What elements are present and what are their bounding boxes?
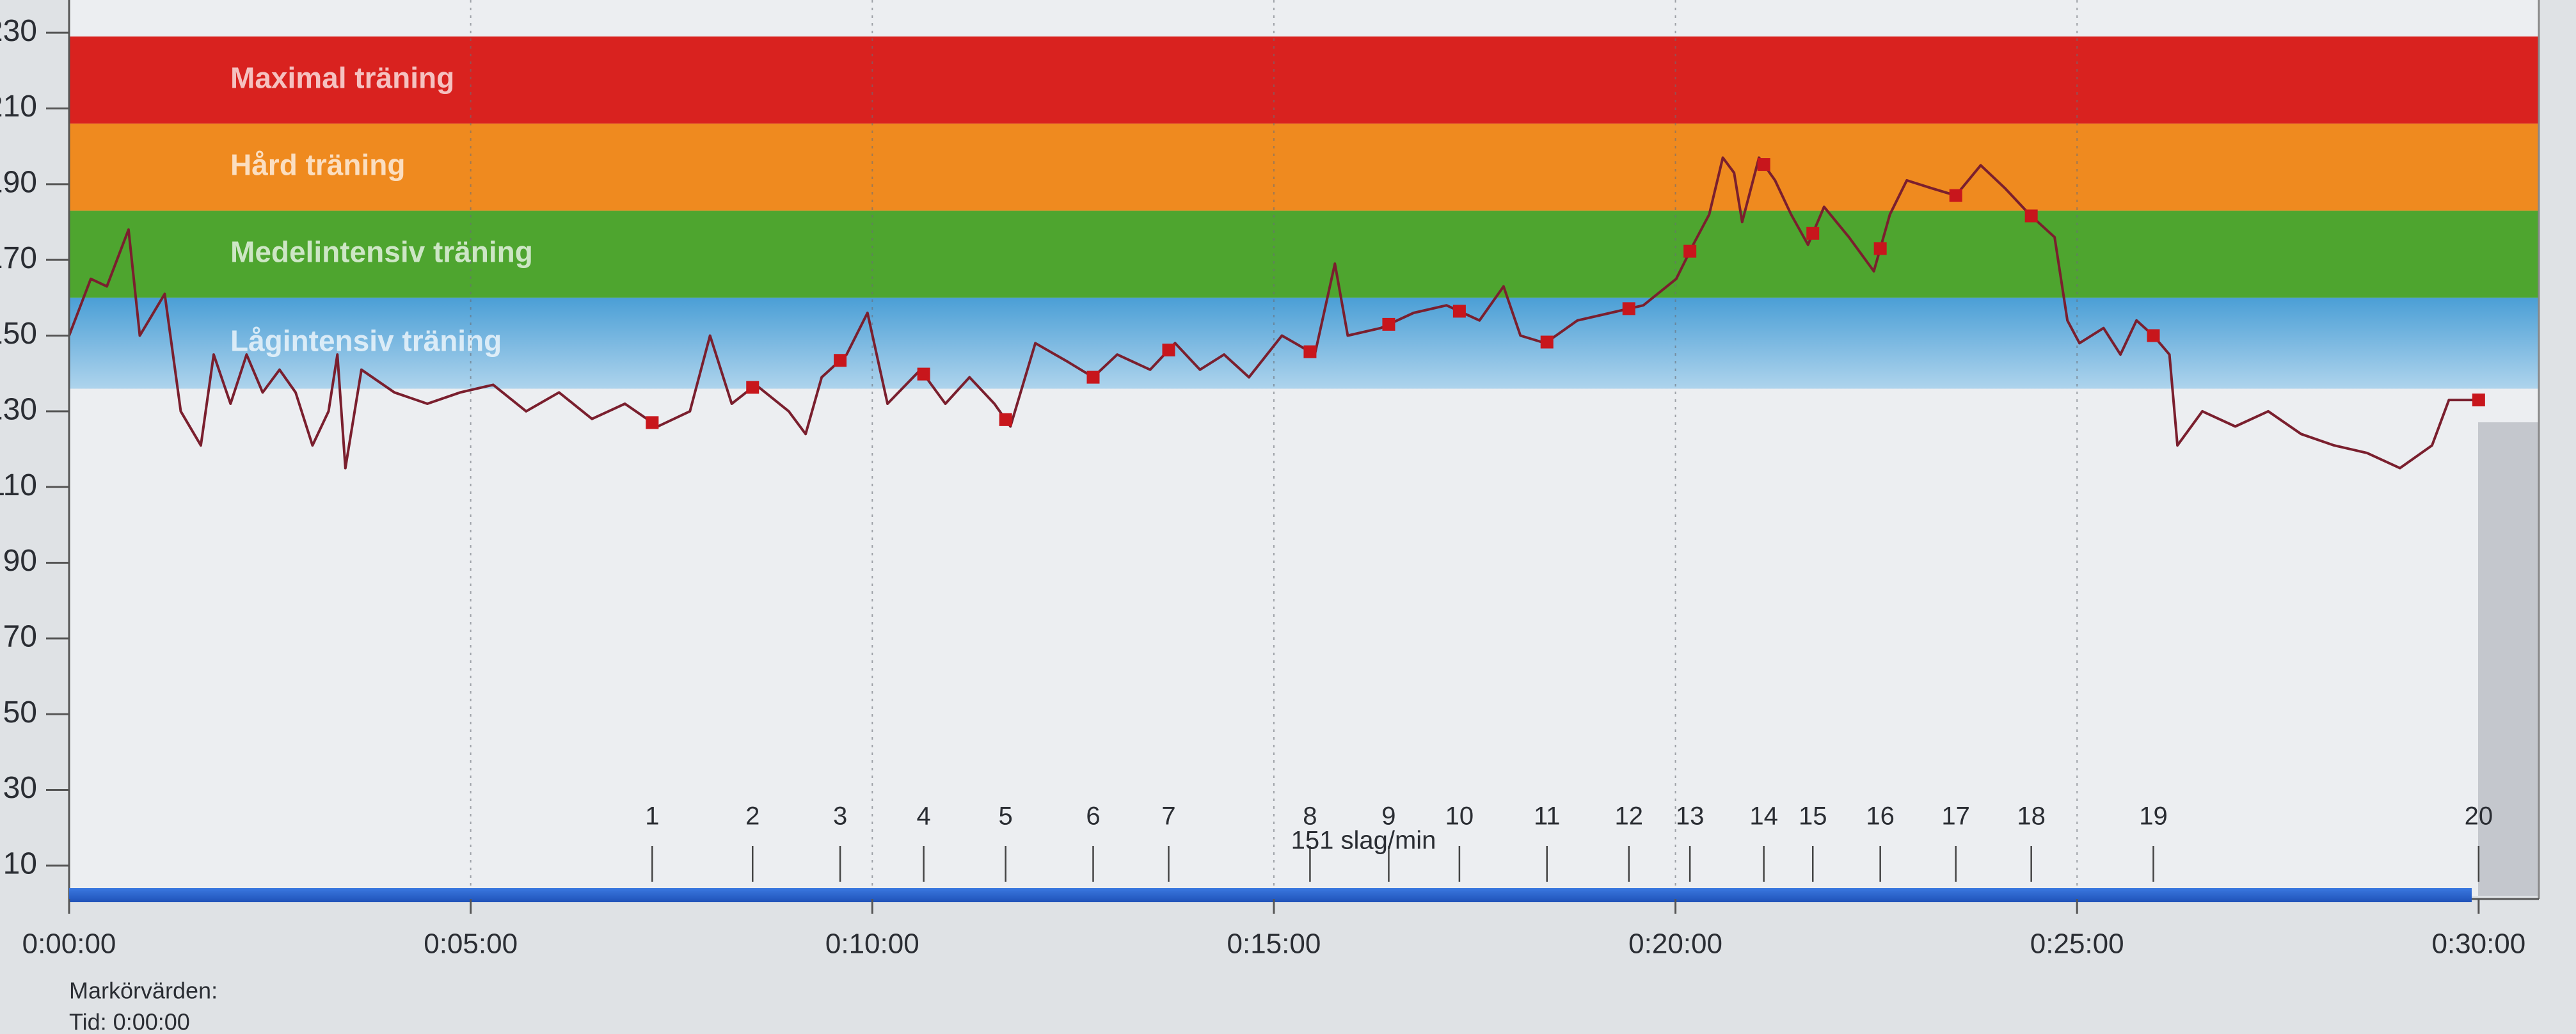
marker-label: 1 [645,802,659,831]
marker-point [917,367,930,381]
x-tick-label: 0:10:00 [825,928,919,960]
marker-label: 3 [833,802,847,831]
marker-point [2024,209,2038,223]
marker-label: 12 [1615,802,1644,831]
y-tick-label: 70 [3,620,37,654]
marker-label: 9 [1381,802,1395,831]
y-tick-label: 130 [0,393,37,427]
y-tick-label: 90 [3,544,37,578]
marker-point [746,381,759,394]
annotation: 151 slag/min [1291,827,1436,855]
y-tick-label: 10 [3,847,37,881]
marker-point [1162,344,1175,357]
axes: 10305070901101301501701902102300:00:000:… [0,14,2525,960]
marker-point [1873,242,1887,255]
marker-point [834,354,847,367]
marker-label: 18 [2017,802,2046,831]
time-label: Tid: 0:00:00 [69,1009,190,1034]
marker-point [1683,244,1697,258]
y-tick-label: 170 [0,241,37,275]
marker-label: 4 [916,802,930,831]
marker-label: 16 [1866,802,1895,831]
grid [470,0,2078,889]
marker-point [2472,394,2485,407]
inactive-area [2478,422,2539,896]
zone-band [69,36,2539,124]
marker-label: 19 [2139,802,2168,831]
marker-label: 7 [1161,802,1175,831]
y-tick-label: 110 [0,468,37,502]
marker-label: 5 [999,802,1013,831]
zone-band [69,211,2539,298]
marker-point [646,416,659,429]
zone-label: Lågintensiv träning [230,324,502,357]
marker-label: 8 [1303,802,1317,831]
x-tick-label: 0:15:00 [1227,928,1321,960]
marker-point [1540,335,1554,349]
zone-band [69,123,2539,211]
y-tick-label: 50 [3,696,37,729]
markers: 1 2 3 4 5 6 7 8 9 10 11 12 13 14 15 16 17 18 19 20 [645,158,2493,882]
y-tick-label: 150 [0,317,37,351]
marker-point [1757,158,1770,171]
marker-label: 20 [2465,802,2493,831]
marker-label: 17 [1941,802,1970,831]
marker-point [1086,370,1100,384]
marker-point [1303,345,1317,358]
zone-label: Hård träning [230,148,405,181]
progress-bar [69,888,2472,902]
marker-point [2147,329,2160,342]
x-tick-label: 0:20:00 [1628,928,1722,960]
marker-label: 15 [1799,802,1827,831]
marker-label: 13 [1676,802,1705,831]
marker-point [1622,302,1635,315]
marker-point [1949,189,1962,202]
y-tick-label: 210 [0,90,37,123]
zones: Lågintensiv träning Medelintensiv träning… [69,36,2539,389]
marker-label: 10 [1445,802,1474,831]
zone-label: Medelintensiv träning [230,235,533,268]
x-tick-label: 0:05:00 [424,928,518,960]
y-tick-label: 230 [0,14,37,48]
marker-label: 11 [1534,802,1561,831]
marker-point [999,413,1012,426]
marker-label: 2 [745,802,759,831]
zone-label: Maximal träning [230,61,454,94]
marker-label: 14 [1749,802,1778,831]
y-tick-label: 190 [0,166,37,200]
series [68,156,2479,470]
y-tick-label: 30 [3,771,37,805]
hr-line [68,156,2479,470]
marker-point [1806,227,1820,240]
x-tick-label: 0:25:00 [2030,928,2124,960]
x-tick-label: 0:30:00 [2431,928,2525,960]
marker-label: 6 [1086,802,1100,831]
marker-point [1382,317,1395,331]
marker-values-label: Markörvärden: [69,978,218,1004]
zone-fade [69,298,2539,389]
marker-point [1452,305,1466,318]
x-tick-label: 0:00:00 [22,928,116,960]
